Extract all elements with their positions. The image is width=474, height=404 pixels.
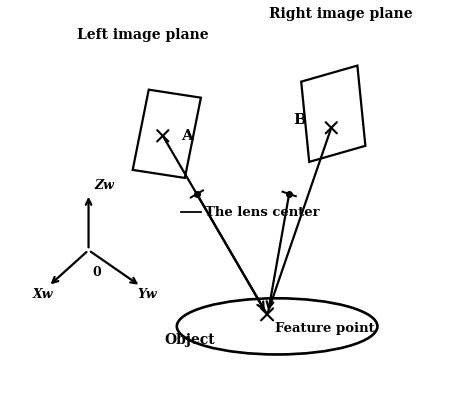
Text: Right image plane: Right image plane [269,7,413,21]
Text: Yw: Yw [137,288,156,301]
Text: Object: Object [165,333,215,347]
Text: Xw: Xw [32,288,53,301]
Text: The lens center: The lens center [205,206,319,219]
Text: B: B [293,113,306,127]
Text: Feature point: Feature point [275,322,375,335]
Text: Zw: Zw [95,179,114,192]
Text: Left image plane: Left image plane [76,27,208,42]
Text: 0: 0 [92,266,101,279]
Text: A: A [181,129,193,143]
